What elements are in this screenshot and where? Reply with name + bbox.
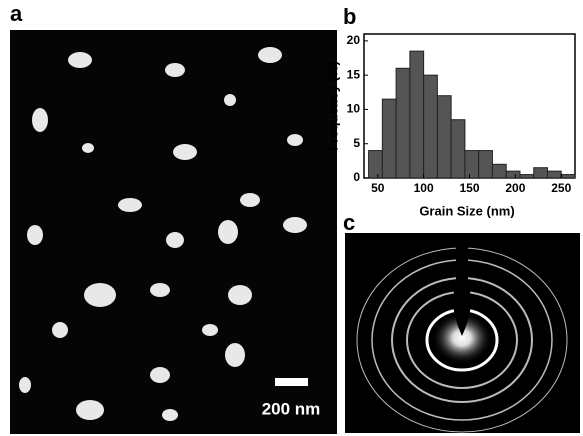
tem-image bbox=[10, 30, 337, 434]
x-tick-label: 100 bbox=[414, 181, 434, 195]
y-tick-label: 5 bbox=[353, 136, 360, 150]
x-tick-label: 250 bbox=[551, 181, 571, 195]
x-tick-label: 150 bbox=[459, 181, 479, 195]
y-tick-label: 10 bbox=[347, 102, 361, 116]
bar bbox=[534, 168, 548, 178]
bar bbox=[451, 120, 465, 178]
bar bbox=[424, 75, 438, 178]
panel-label: a bbox=[10, 1, 23, 26]
bar bbox=[479, 151, 493, 178]
y-axis-title: Frequency (%) bbox=[325, 61, 340, 151]
x-tick-label: 50 bbox=[371, 181, 385, 195]
figure: 200 nm a b c Grain Size (nm) Frequency (… bbox=[0, 0, 583, 436]
bar bbox=[506, 171, 520, 178]
x-axis-title: Grain Size (nm) bbox=[419, 203, 514, 218]
scale-bar bbox=[275, 378, 308, 386]
panel-label: b bbox=[343, 4, 356, 29]
bar bbox=[561, 175, 575, 178]
y-tick-label: 20 bbox=[347, 33, 361, 47]
bar bbox=[369, 151, 383, 178]
bar bbox=[396, 68, 410, 178]
panel-label: c bbox=[343, 210, 355, 235]
bar bbox=[465, 151, 479, 178]
scale-bar-label: 200 nm bbox=[262, 399, 321, 418]
bar bbox=[492, 164, 506, 178]
bar bbox=[410, 51, 424, 178]
x-tick-label: 200 bbox=[505, 181, 525, 195]
bar bbox=[382, 99, 396, 178]
bar bbox=[437, 96, 451, 178]
bar bbox=[520, 175, 534, 178]
bar bbox=[547, 171, 561, 178]
y-tick-label: 0 bbox=[353, 170, 360, 184]
y-tick-label: 15 bbox=[347, 67, 361, 81]
